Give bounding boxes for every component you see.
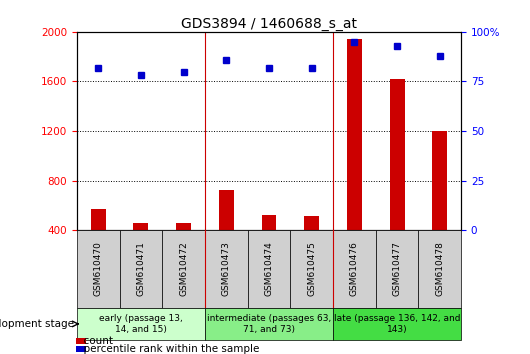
Text: GSM610477: GSM610477 [393, 241, 402, 297]
Text: late (passage 136, 142, and
143): late (passage 136, 142, and 143) [334, 314, 461, 333]
Bar [77, 308, 205, 340]
Text: GSM610476: GSM610476 [350, 241, 359, 297]
Text: GSM610470: GSM610470 [94, 241, 103, 297]
Bar [304, 216, 319, 280]
Text: GSM610478: GSM610478 [435, 241, 444, 297]
Bar [134, 223, 148, 280]
Text: GSM610471: GSM610471 [136, 241, 145, 297]
Bar [390, 79, 404, 280]
Bar [418, 230, 461, 308]
Text: development stage: development stage [0, 319, 74, 329]
Text: intermediate (passages 63,
71, and 73): intermediate (passages 63, 71, and 73) [207, 314, 331, 333]
Bar [205, 230, 248, 308]
Title: GDS3894 / 1460688_s_at: GDS3894 / 1460688_s_at [181, 17, 357, 31]
Bar [77, 230, 120, 308]
Text: count: count [77, 336, 113, 346]
Text: GSM610474: GSM610474 [264, 242, 273, 296]
Bar [347, 39, 362, 280]
Bar [120, 230, 162, 308]
Text: GSM610473: GSM610473 [222, 241, 231, 297]
Text: early (passage 13,
14, and 15): early (passage 13, 14, and 15) [99, 314, 183, 333]
Bar [290, 230, 333, 308]
Bar [432, 131, 447, 280]
Bar [333, 230, 376, 308]
Bar [176, 223, 191, 280]
Bar [376, 230, 418, 308]
Bar [261, 215, 277, 280]
Text: percentile rank within the sample: percentile rank within the sample [77, 344, 259, 354]
Bar [205, 308, 333, 340]
Bar [248, 230, 290, 308]
Bar [333, 308, 461, 340]
Bar [219, 190, 234, 280]
Bar [91, 209, 105, 280]
Text: GSM610475: GSM610475 [307, 241, 316, 297]
Bar [162, 230, 205, 308]
Text: GSM610472: GSM610472 [179, 242, 188, 296]
